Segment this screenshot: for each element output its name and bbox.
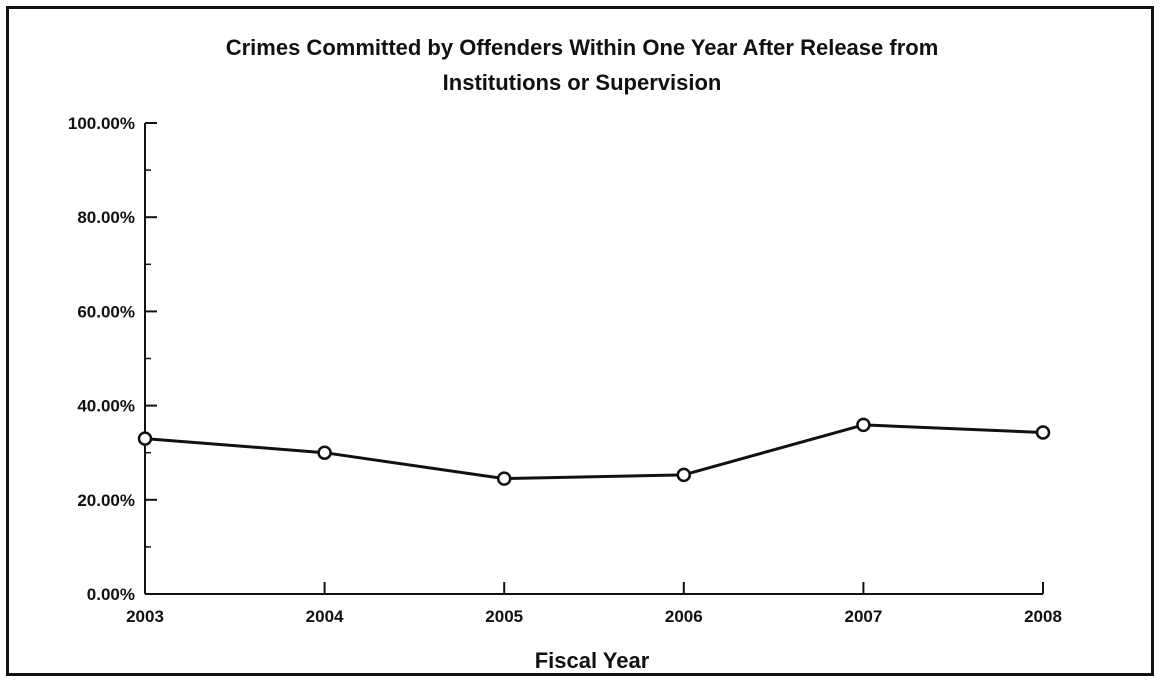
series-line: [144, 423, 1044, 481]
data-point: [676, 467, 692, 483]
y-tick-label: 80.00%: [77, 208, 135, 227]
data-point: [1035, 425, 1051, 440]
y-tick-label: 20.00%: [77, 491, 135, 510]
x-tick-label: 2003: [126, 607, 164, 626]
chart-title-line-2: Institutions or Supervision: [443, 70, 722, 95]
data-point: [496, 471, 512, 486]
x-tick-label: 2006: [665, 607, 703, 626]
x-axis: 2003 2004 2005 2006 2007 2008: [126, 582, 1062, 626]
x-tick-label: 2005: [485, 607, 523, 626]
data-point: [856, 417, 871, 433]
chart-frame: [6, 6, 1154, 676]
chart-title-line-1: Crimes Committed by Offenders Within One…: [226, 35, 939, 60]
data-point: [317, 445, 332, 460]
data-point: [137, 431, 153, 446]
x-tick-label: 2007: [844, 607, 882, 626]
x-tick-label: 2008: [1024, 607, 1062, 626]
x-tick-label: 2004: [306, 607, 344, 626]
x-axis-title: Fiscal Year: [535, 648, 650, 673]
y-tick-label: 40.00%: [77, 397, 135, 416]
chart-title: Crimes Committed by Offenders Within One…: [226, 35, 939, 95]
y-tick-label: 60.00%: [77, 302, 135, 321]
plot-area: [137, 417, 1051, 486]
y-tick-label: 100.00%: [68, 114, 135, 133]
y-axis: 0.00% 20.00% 40.00% 60.00% 80.00% 100.00%: [68, 114, 157, 604]
y-tick-label: 0.00%: [87, 585, 135, 604]
